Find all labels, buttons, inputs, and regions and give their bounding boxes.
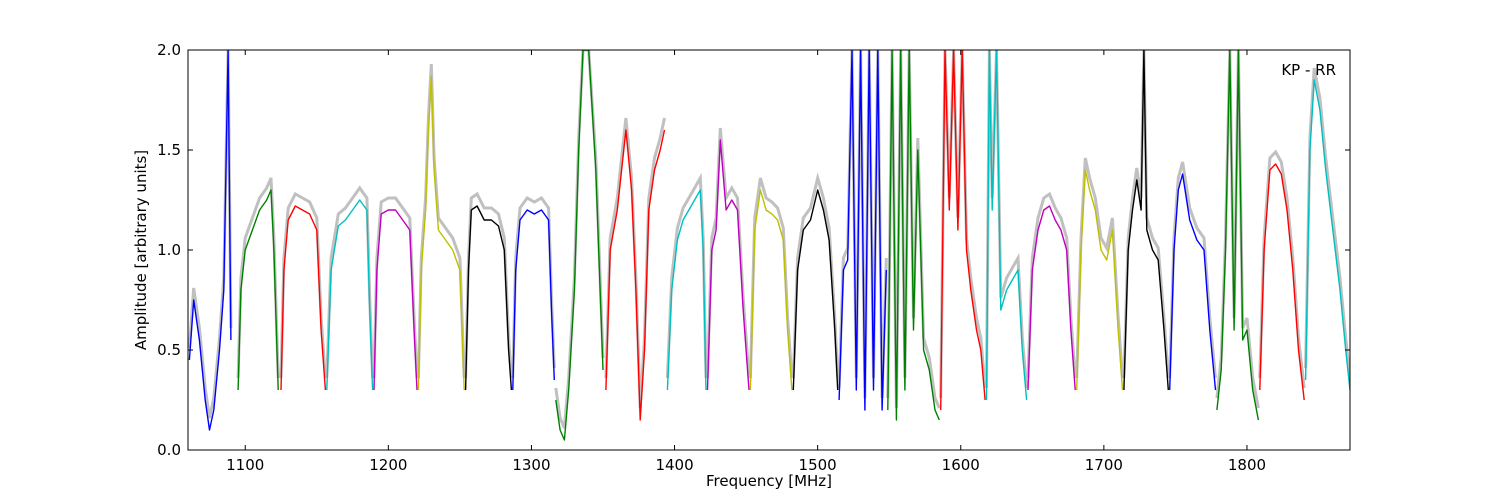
y-tick-label: 0.0 (157, 441, 181, 459)
series-line-21 (1169, 173, 1217, 391)
series-line-16 (940, 50, 986, 411)
series-line-5 (417, 75, 465, 391)
x-axis-label: Frequency [MHz] (706, 472, 832, 490)
x-tick-label: 1800 (1228, 456, 1266, 474)
x-tick-label: 1500 (799, 456, 837, 474)
series-line-22 (1216, 50, 1260, 421)
annotation-label: KP - RR (1281, 61, 1336, 79)
x-tick-label: 1700 (1085, 456, 1123, 474)
series-line-14 (838, 50, 887, 411)
y-tick-label: 1.0 (157, 241, 181, 259)
series-line-24 (1304, 79, 1350, 391)
series-line-7 (512, 209, 555, 391)
series-line-9 (605, 129, 666, 421)
series-line-12 (749, 189, 793, 391)
series-line-3 (326, 199, 374, 391)
series-line-11 (706, 139, 750, 391)
background-trace-3 (325, 185, 375, 379)
series-line-4 (373, 209, 418, 391)
background-trace-21 (1168, 161, 1217, 379)
series-layer (188, 50, 1350, 441)
series-line-1 (237, 189, 279, 391)
y-tick-label: 2.0 (157, 41, 181, 59)
y-tick-label: 1.5 (157, 141, 181, 159)
x-tick-label: 1100 (226, 456, 264, 474)
series-line-19 (1076, 169, 1124, 391)
series-line-17 (985, 50, 1028, 401)
y-axis-label: Amplitude [arbitrary units] (132, 150, 150, 350)
series-line-15 (887, 50, 940, 421)
background-trace-20 (1122, 50, 1170, 379)
x-tick-label: 1300 (512, 456, 550, 474)
background-trace-23 (1258, 149, 1306, 389)
background-trace-24 (1304, 67, 1350, 379)
y-axis: 0.0 0.5 1.0 1.5 2.0 (157, 41, 1350, 459)
series-line-8 (555, 50, 604, 441)
background-trace-17 (985, 50, 1029, 389)
plot-background (188, 50, 1350, 429)
background-trace-11 (706, 127, 751, 379)
series-line-18 (1027, 205, 1076, 391)
series-line-23 (1259, 163, 1305, 401)
series-line-10 (666, 189, 707, 391)
series-line-0 (188, 50, 232, 431)
plot-frame (187, 49, 1351, 451)
y-tick-label: 0.5 (157, 341, 181, 359)
x-tick-label: 1200 (369, 456, 407, 474)
series-line-2 (280, 205, 327, 391)
background-trace-6 (464, 191, 513, 379)
series-line-20 (1123, 50, 1169, 391)
x-tick-label: 1400 (655, 456, 693, 474)
series-line-13 (792, 189, 839, 391)
background-trace-8 (554, 50, 605, 429)
series-line-6 (464, 205, 513, 391)
x-tick-label: 1600 (942, 456, 980, 474)
x-axis: 1100 1200 1300 1400 1500 1600 1700 1800 (226, 50, 1266, 474)
background-trace-13 (791, 172, 840, 379)
